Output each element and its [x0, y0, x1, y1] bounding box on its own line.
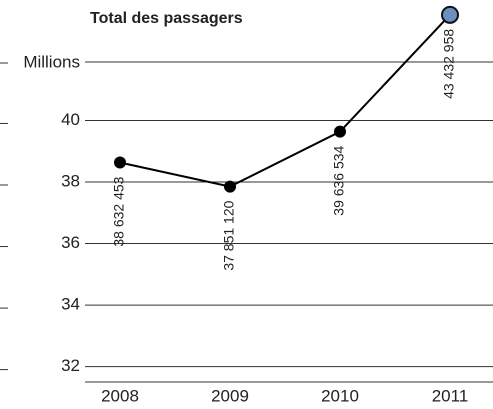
data-label: 37 851 120	[221, 200, 237, 270]
y-tick-label: 36	[61, 233, 80, 252]
chart-title: Total des passagers	[90, 10, 243, 27]
x-tick-label: 2011	[432, 386, 469, 405]
point	[334, 125, 346, 138]
line	[119, 14, 451, 188]
point	[114, 156, 126, 169]
y-tick-label: 32	[61, 356, 80, 375]
point	[441, 5, 459, 24]
data-label: 38 632 453	[111, 176, 127, 246]
y-axis-label: Millions	[23, 52, 80, 71]
x-tick-label: 2010	[321, 386, 359, 405]
data-label: 39 636 534	[331, 145, 347, 215]
x-tick-label: 2009	[211, 386, 249, 405]
y-tick-label: 40	[61, 110, 80, 129]
point	[224, 180, 236, 193]
data-label: 43 432 958	[441, 29, 457, 99]
y-tick-label: 34	[61, 295, 80, 314]
y-tick-label: 38	[61, 171, 80, 190]
x-tick-label: 2008	[101, 386, 139, 405]
